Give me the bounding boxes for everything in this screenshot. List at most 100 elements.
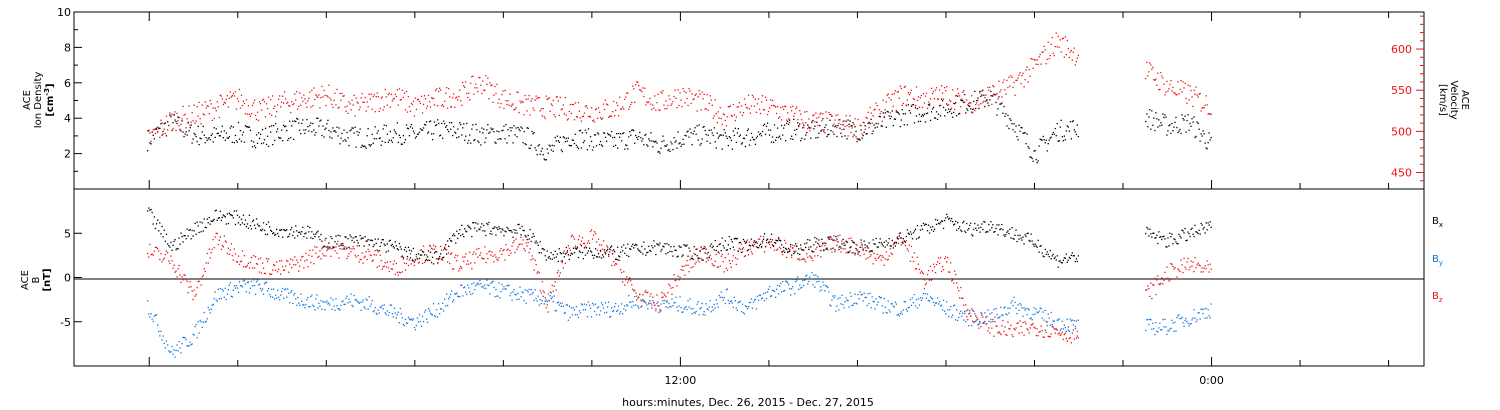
bz-point — [173, 264, 175, 266]
bx-point — [667, 252, 669, 254]
bx-point — [384, 244, 386, 247]
bx-point — [682, 254, 684, 256]
bz-point — [266, 260, 269, 263]
by-point — [576, 314, 579, 316]
bx-point — [1157, 242, 1159, 245]
bz-point — [817, 255, 819, 257]
by-point — [435, 309, 438, 311]
bz-point — [620, 269, 622, 271]
bz-point — [522, 239, 524, 241]
velocity-point — [548, 97, 550, 99]
density-point — [929, 119, 932, 121]
bx-point — [353, 241, 355, 243]
bz-point — [447, 261, 449, 263]
by-point — [694, 312, 696, 314]
bz-point — [979, 322, 981, 324]
bz-point — [827, 249, 829, 251]
bx-point — [513, 229, 515, 231]
by-point — [893, 306, 895, 308]
density-point — [422, 127, 425, 129]
density-point — [544, 159, 546, 161]
velocity-point — [193, 104, 195, 106]
velocity-point — [801, 119, 803, 121]
velocity-point — [495, 92, 497, 95]
by-point — [951, 316, 953, 318]
bx-point — [756, 246, 759, 249]
density-point — [975, 107, 977, 110]
bz-point — [210, 251, 212, 254]
bx-point — [367, 238, 369, 241]
bx-point — [555, 256, 557, 258]
by-point — [337, 308, 339, 310]
density-point — [210, 134, 212, 137]
by-point — [473, 282, 475, 284]
by-point — [861, 293, 863, 296]
density-point — [783, 127, 785, 129]
bx-point — [979, 231, 981, 233]
bz-point — [594, 232, 597, 235]
velocity-point — [383, 106, 385, 108]
bz-point — [571, 234, 573, 236]
velocity-point — [409, 110, 412, 112]
bz-point — [520, 236, 522, 238]
bx-point — [414, 259, 417, 261]
by-point — [676, 306, 678, 308]
density-point — [360, 146, 362, 148]
by-point — [819, 290, 821, 292]
bx-point — [836, 238, 838, 240]
density-point — [916, 108, 919, 110]
density-point — [560, 149, 562, 151]
density-point — [793, 118, 795, 120]
bx-point — [534, 242, 536, 244]
bx-point — [701, 259, 703, 261]
by-point — [194, 326, 196, 328]
density-point — [288, 137, 290, 140]
by-point — [1171, 319, 1173, 321]
by-point — [870, 307, 872, 309]
velocity-point — [164, 132, 166, 135]
by-point — [154, 314, 157, 316]
by-point — [937, 303, 940, 305]
density-point — [940, 98, 943, 100]
bz-point — [837, 235, 839, 237]
bz-point — [822, 242, 824, 244]
bx-point — [1054, 256, 1056, 258]
bz-point — [299, 265, 301, 267]
bx-point — [611, 245, 613, 247]
bz-point — [314, 246, 316, 248]
bx-point — [981, 223, 983, 225]
bx-point — [163, 229, 165, 231]
density-point — [587, 128, 590, 130]
by-point — [517, 292, 519, 295]
by-point — [202, 321, 204, 323]
bx-point — [1001, 223, 1003, 226]
bx-point — [796, 245, 798, 247]
bz-point — [615, 263, 617, 265]
bz-point — [704, 246, 706, 248]
density-point — [913, 122, 916, 124]
bx-point — [1159, 236, 1161, 238]
bz-point — [954, 270, 956, 272]
density-point — [386, 133, 388, 135]
density-point — [234, 134, 237, 137]
by-point — [421, 315, 424, 318]
bx-point — [861, 244, 863, 246]
bz-point — [647, 291, 649, 294]
density-point — [957, 95, 959, 97]
bz-point — [471, 268, 473, 270]
by-point — [743, 313, 746, 315]
density-point — [920, 115, 923, 118]
bx-point — [648, 245, 650, 247]
bz-point — [275, 269, 277, 271]
velocity-point — [932, 90, 935, 93]
by-point — [611, 307, 613, 309]
density-point — [369, 145, 371, 147]
bz-point — [810, 256, 812, 258]
density-point — [255, 134, 258, 136]
by-point — [401, 317, 403, 319]
velocity-point — [565, 114, 567, 116]
by-point — [188, 344, 190, 347]
velocity-point — [566, 119, 568, 121]
velocity-point — [923, 102, 926, 104]
by-point — [974, 313, 976, 315]
